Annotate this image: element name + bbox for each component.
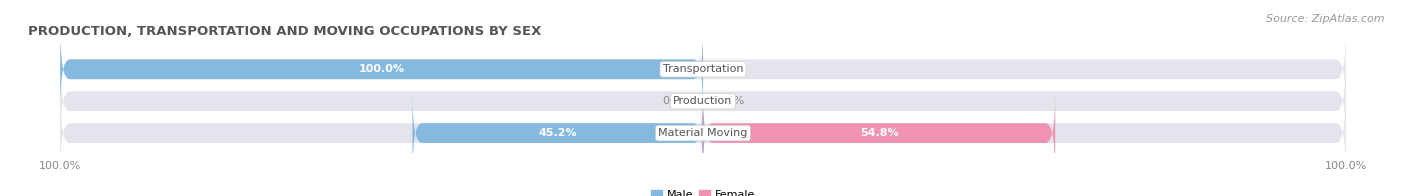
Text: 54.8%: 54.8% [860,128,898,138]
Text: 0.0%: 0.0% [716,96,744,106]
Text: Material Moving: Material Moving [658,128,748,138]
Text: 45.2%: 45.2% [538,128,576,138]
FancyBboxPatch shape [60,63,1346,139]
FancyBboxPatch shape [412,95,703,171]
FancyBboxPatch shape [60,31,1346,107]
Text: Production: Production [673,96,733,106]
Text: PRODUCTION, TRANSPORTATION AND MOVING OCCUPATIONS BY SEX: PRODUCTION, TRANSPORTATION AND MOVING OC… [28,25,541,38]
FancyBboxPatch shape [703,95,1056,171]
Text: Source: ZipAtlas.com: Source: ZipAtlas.com [1267,14,1385,24]
Text: 0.0%: 0.0% [716,64,744,74]
Text: Transportation: Transportation [662,64,744,74]
FancyBboxPatch shape [60,31,703,107]
Legend: Male, Female: Male, Female [647,185,759,196]
Text: 100.0%: 100.0% [359,64,405,74]
Text: 0.0%: 0.0% [662,96,690,106]
FancyBboxPatch shape [60,95,1346,171]
